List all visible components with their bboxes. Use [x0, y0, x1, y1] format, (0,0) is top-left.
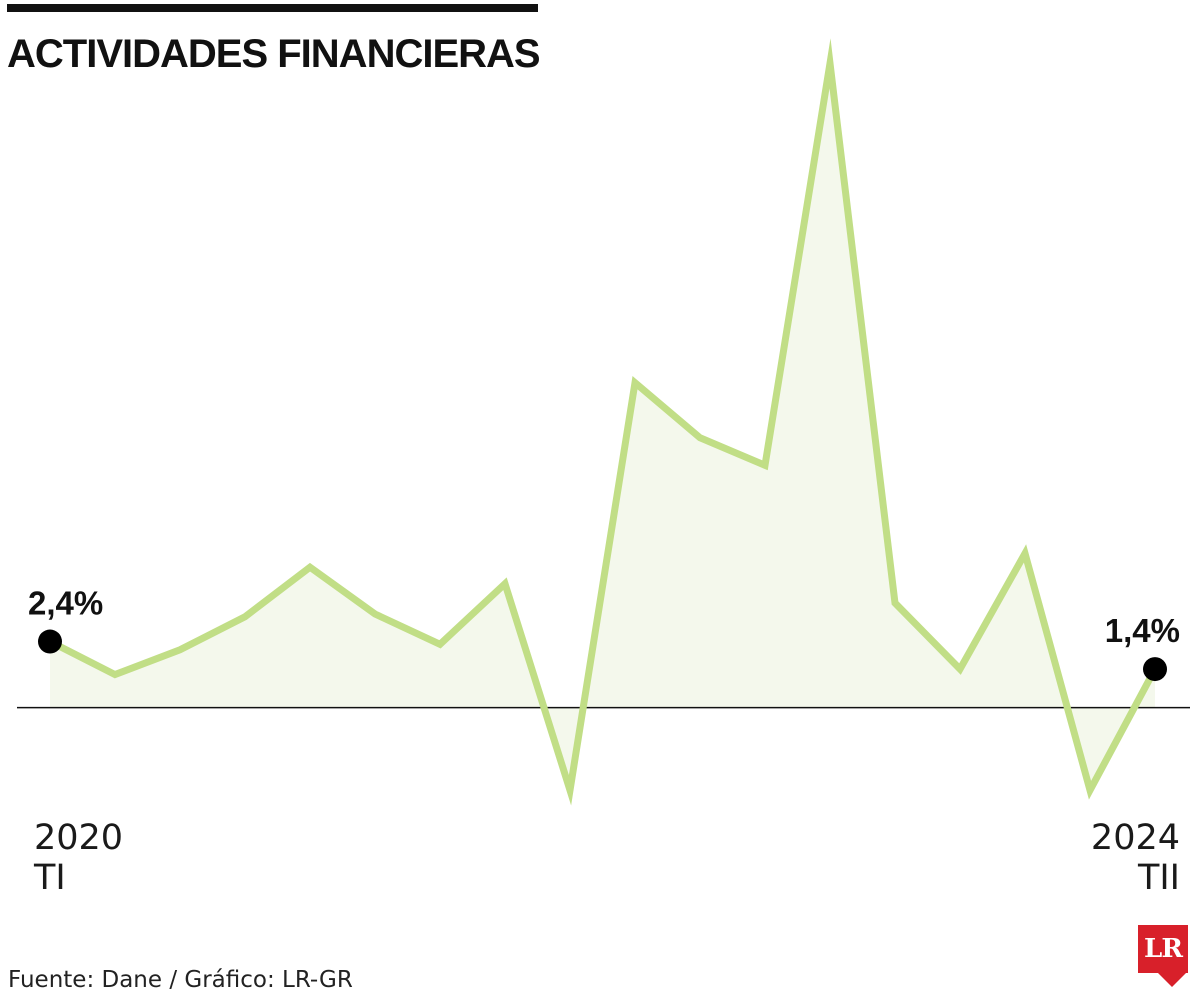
endpoint-marker-1 [1143, 657, 1167, 682]
source-note: Fuente: Dane / Gráfico: LR-GR [8, 967, 353, 993]
title-rule [7, 4, 538, 12]
x-axis-start-label: 2020 TI [34, 818, 123, 898]
x-end-year: 2024 [1090, 818, 1180, 858]
x-start-quarter: TI [34, 858, 66, 898]
lr-logo: LR [1138, 925, 1188, 989]
endpoint-label-0: 2,4% [28, 585, 103, 622]
lr-logo-tail [1158, 973, 1186, 987]
series-line [48, 38, 1159, 806]
endpoint-label-1: 1,4% [1105, 612, 1180, 649]
x-axis-end-label: 2024 TII [1091, 818, 1180, 898]
x-start-year: 2020 [34, 818, 124, 858]
area-fill [50, 63, 1155, 791]
x-end-quarter: TII [1137, 858, 1180, 898]
chart-title: ACTIVIDADES FINANCIERAS [7, 32, 541, 76]
lr-logo-box: LR [1138, 925, 1188, 973]
endpoint-marker-0 [38, 629, 62, 654]
